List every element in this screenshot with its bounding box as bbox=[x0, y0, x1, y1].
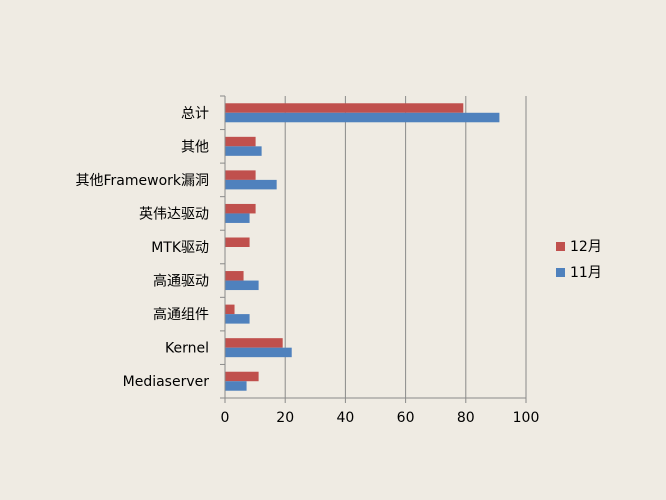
axes bbox=[220, 95, 527, 403]
x-tick-label: 60 bbox=[397, 410, 415, 426]
legend-label: 11月 bbox=[570, 265, 602, 281]
bar-series-1 bbox=[225, 338, 283, 348]
x-tick-label: 20 bbox=[276, 410, 294, 426]
category-label: Kernel bbox=[165, 341, 209, 357]
category-label: 其他 bbox=[181, 139, 209, 155]
category-label: Mediaserver bbox=[123, 374, 210, 390]
gridlines bbox=[284, 96, 527, 398]
bar-series-1 bbox=[225, 371, 259, 382]
legend-swatch bbox=[556, 268, 565, 277]
bar-series-1 bbox=[225, 136, 256, 147]
x-tick-label: 0 bbox=[221, 410, 230, 426]
category-label: 总计 bbox=[181, 106, 209, 122]
x-tick-label: 100 bbox=[513, 410, 540, 426]
legend: 12月 11月 bbox=[556, 239, 602, 281]
bar-series-2 bbox=[225, 314, 250, 324]
bar-series-1 bbox=[225, 304, 235, 315]
bar-series-2 bbox=[225, 146, 262, 156]
category-label: 其他Framework漏洞 bbox=[76, 173, 210, 189]
bar-series-2 bbox=[225, 179, 277, 190]
legend-swatch bbox=[556, 242, 565, 251]
category-label: MTK驱动 bbox=[151, 240, 209, 256]
bars bbox=[225, 103, 500, 391]
bar-series-2 bbox=[225, 381, 247, 391]
bar-series-1 bbox=[225, 170, 256, 180]
bar-series-2 bbox=[225, 112, 500, 123]
bar-series-1 bbox=[225, 271, 244, 281]
category-label: 高通组件 bbox=[153, 306, 209, 323]
bar-series-2 bbox=[225, 213, 250, 223]
bar-series-2 bbox=[225, 347, 292, 358]
legend-label: 12月 bbox=[570, 239, 602, 255]
x-tick-labels: 0 20 40 60 80 100 bbox=[221, 410, 540, 426]
category-label: 英伟达驱动 bbox=[139, 205, 209, 222]
x-tick-label: 80 bbox=[457, 410, 475, 426]
bar-series-1 bbox=[225, 203, 256, 214]
bar-series-2 bbox=[225, 280, 259, 291]
x-tick-label: 40 bbox=[336, 410, 354, 426]
bar-series-1 bbox=[225, 103, 464, 113]
bar-series-1 bbox=[225, 237, 250, 247]
category-label: 高通驱动 bbox=[153, 273, 209, 290]
